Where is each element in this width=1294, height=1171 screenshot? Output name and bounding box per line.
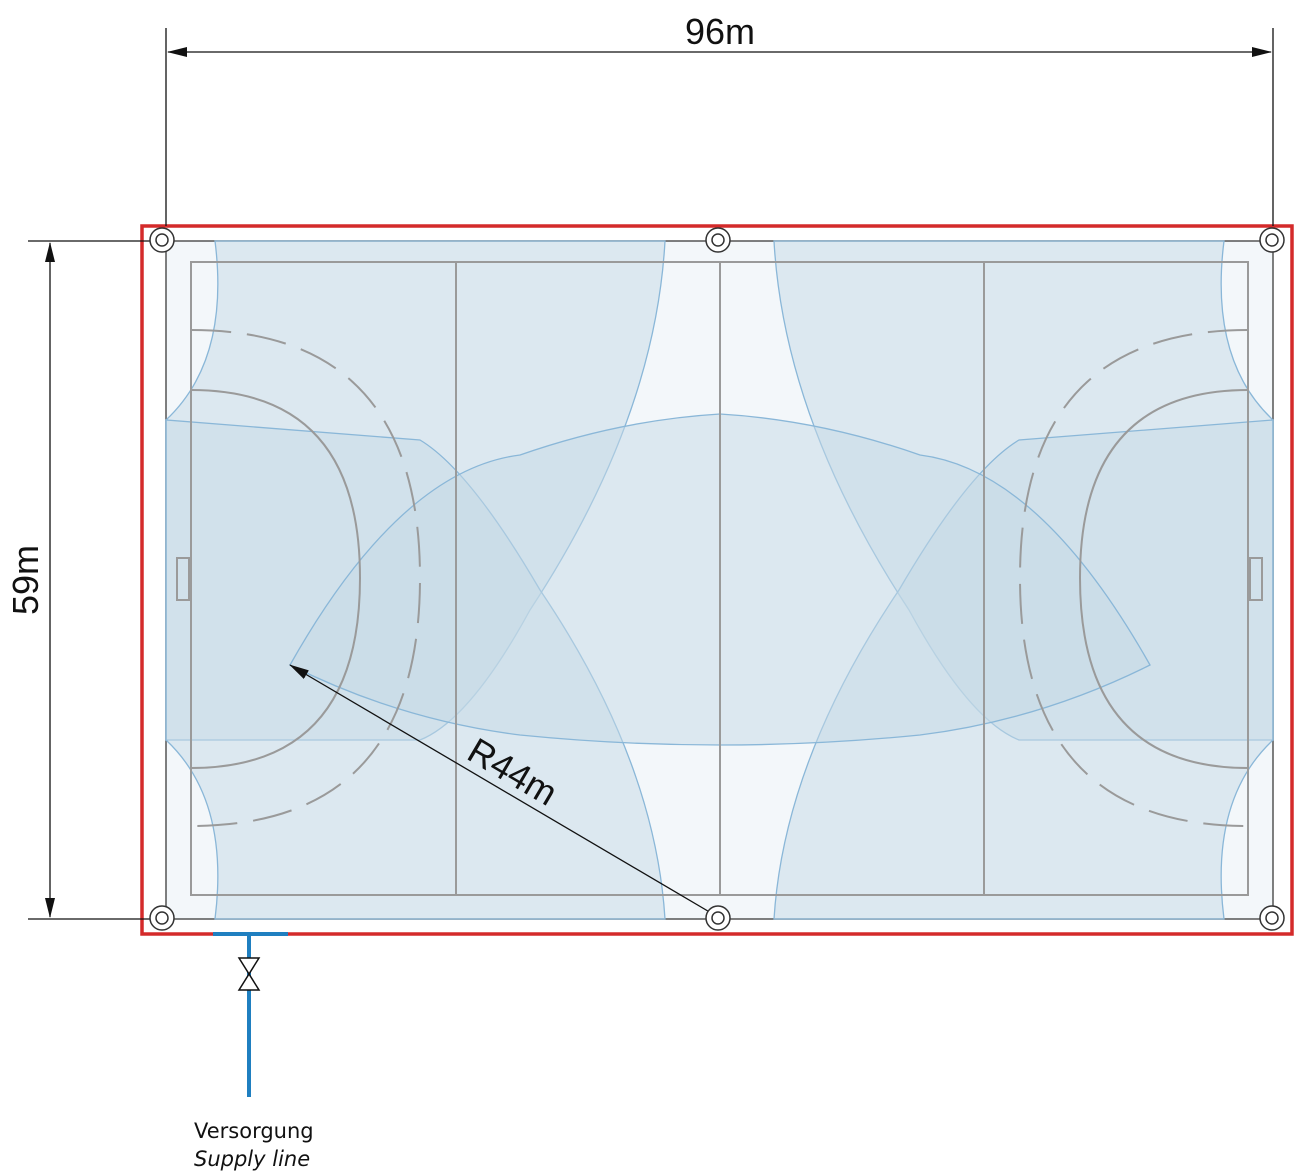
sprinkler-bottom-left-icon	[149, 905, 175, 931]
dimension-width	[165, 28, 1274, 226]
sprinkler-bottom-right-icon	[1259, 905, 1285, 931]
sprinkler-top-right-icon	[1259, 227, 1285, 253]
sprinkler-top-center-icon	[705, 227, 731, 253]
boundary-outline	[140, 224, 1294, 936]
supply-label-en: Supply line	[194, 1147, 310, 1171]
dimension-height	[28, 240, 166, 920]
field-markings	[176, 261, 1263, 896]
left-goal-arc	[190, 389, 362, 769]
right-dashed-arc	[1018, 329, 1249, 827]
sprinklers	[149, 227, 1285, 931]
sprinkler-bottom-center-icon	[705, 905, 731, 931]
right-goal-arc	[1078, 389, 1249, 769]
valve-icon	[237, 957, 261, 991]
supply-label-de: Versorgung	[194, 1119, 314, 1143]
right-goal	[1249, 557, 1263, 601]
left-dashed-arc	[190, 329, 422, 827]
sprinkler-top-left-icon	[149, 227, 175, 253]
width-label: 96m	[685, 11, 755, 52]
radius-arrow	[289, 664, 719, 918]
left-goal	[176, 557, 190, 601]
height-label: 59m	[5, 545, 46, 615]
